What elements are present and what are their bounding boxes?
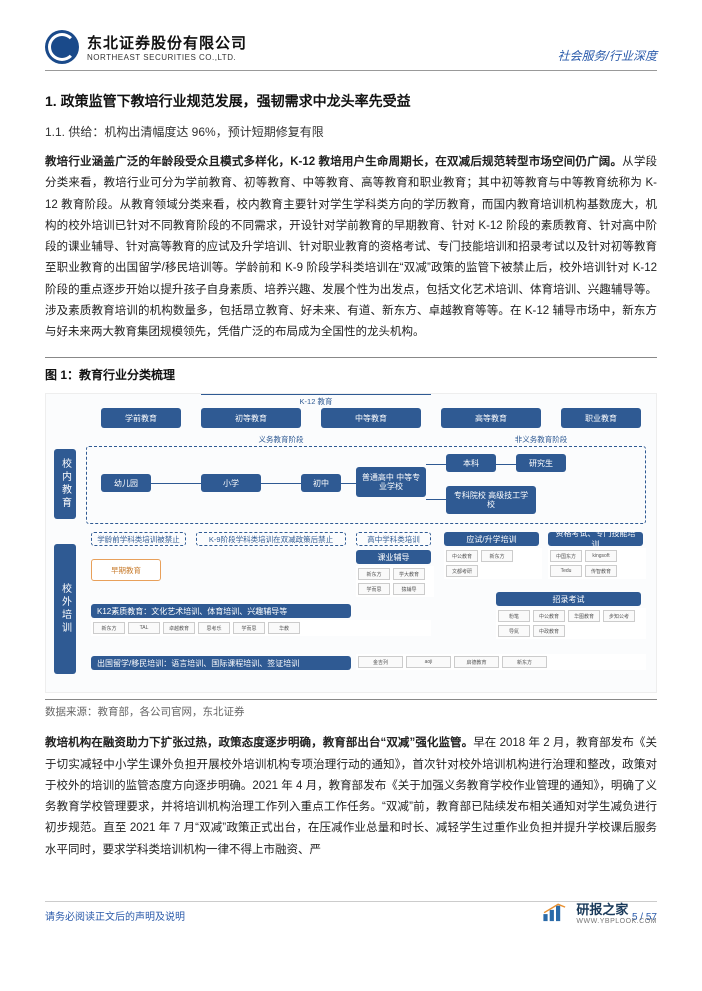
box-zige: 资格考试、专门技能培训 bbox=[548, 532, 643, 546]
para2-bold: 教培机构在融资助力下扩张过热，政策态度逐步明确，教育部出台“双减”强化监管。 bbox=[45, 737, 473, 749]
side-inschool: 校内教育 bbox=[54, 449, 76, 519]
bracket-yiwu: 义务教育阶段 bbox=[201, 434, 361, 445]
company-name-cn: 东北证券股份有限公司 bbox=[87, 32, 247, 53]
side-outschool: 校外培训 bbox=[54, 544, 76, 674]
brand: aoji bbox=[406, 656, 451, 668]
dash-preschool: 学龄前学科类培训被禁止 bbox=[91, 532, 186, 546]
brand: 新东方 bbox=[358, 568, 390, 580]
brands-yingshi: 中公教育 新东方 文都考研 bbox=[444, 548, 542, 579]
dash-high: 高中学科类培训 bbox=[356, 532, 431, 546]
brand: 中政教育 bbox=[533, 625, 565, 637]
footer-disclaimer: 请务必阅读正文后的声明及说明 bbox=[45, 908, 185, 923]
wm-en: WWW.YBPLOOK.COM bbox=[576, 918, 657, 925]
brands-zige: 中国东方 kingsoft Tedu 传智教育 bbox=[548, 548, 646, 579]
box-kindergarten: 幼儿园 bbox=[101, 474, 151, 492]
brand: 卓越教育 bbox=[163, 622, 195, 634]
brand: 学而思 bbox=[233, 622, 265, 634]
page-header: 东北证券股份有限公司 NORTHEAST SECURITIES CO.,LTD.… bbox=[45, 30, 657, 71]
brand: 学而思 bbox=[358, 583, 390, 595]
logo-icon bbox=[45, 30, 79, 64]
para1-bold: 教培行业涵盖广泛的年龄段受众且模式多样化，K-12 教培用户生命周期长，在双减后… bbox=[45, 156, 622, 168]
diagram: K-12 教育 学前教育 初等教育 中等教育 高等教育 职业教育 义务教育阶段 … bbox=[45, 393, 657, 693]
arrow-2 bbox=[261, 483, 301, 484]
col-preschool: 学前教育 bbox=[101, 408, 181, 428]
brand: 学大教育 bbox=[393, 568, 425, 580]
box-liuxue: 出国留学/移民培训：语言培训、国际课程培训、签证培训 bbox=[91, 656, 351, 670]
box-liye: 课业辅导 bbox=[356, 550, 431, 564]
brand: 新东方 bbox=[502, 656, 547, 668]
brand: Tedu bbox=[550, 565, 582, 577]
brands-k12sz: 新东方 TAL 卓越教育 思考乐 学而思 华教 bbox=[91, 620, 431, 636]
arrow-3 bbox=[341, 483, 356, 484]
brand: 华教 bbox=[268, 622, 300, 634]
arrow-1 bbox=[151, 483, 201, 484]
figure-title: 图 1：教育行业分类梳理 bbox=[45, 357, 657, 383]
box-grad: 研究生 bbox=[516, 454, 566, 472]
brand: 猿辅导 bbox=[393, 583, 425, 595]
figure-source: 数据来源：教育部，各公司官网，东北证券 bbox=[45, 699, 657, 719]
bracket-k12: K-12 教育 bbox=[201, 394, 431, 407]
brand: 金吉列 bbox=[358, 656, 403, 668]
arrow-6 bbox=[426, 499, 446, 500]
paragraph-2: 教培机构在融资助力下扩张过热，政策态度逐步明确，教育部出台“双减”强化监管。早在… bbox=[45, 733, 657, 861]
brand: 华图教育 bbox=[568, 610, 600, 622]
brand: 文都考研 bbox=[446, 565, 478, 577]
brand: 中公教育 bbox=[446, 550, 478, 562]
watermark: 研报之家 WWW.YBPLOOK.COM bbox=[542, 899, 657, 925]
box-zhaolu: 招录考试 bbox=[496, 592, 641, 606]
brand: 传智教育 bbox=[585, 565, 617, 577]
brand: 步知公考 bbox=[603, 610, 635, 622]
box-undergrad: 本科 bbox=[446, 454, 496, 472]
brand: 新东方 bbox=[481, 550, 513, 562]
brand: 新东方 bbox=[93, 622, 125, 634]
company-name-en: NORTHEAST SECURITIES CO.,LTD. bbox=[87, 53, 247, 62]
box-high: 普通高中 中等专业学校 bbox=[356, 467, 426, 497]
col-primary: 初等教育 bbox=[201, 408, 301, 428]
chart-icon bbox=[542, 901, 570, 923]
arrow-4 bbox=[426, 464, 446, 465]
brand: 导氮 bbox=[498, 625, 530, 637]
brands-liuxue: 金吉列 aoji 启德教育 新东方 bbox=[356, 654, 646, 670]
box-early: 早期教育 bbox=[91, 559, 161, 581]
box-k12sz: K12素质教育：文化艺术培训、体育培训、兴趣辅导等 bbox=[91, 604, 351, 618]
box-yingshi: 应试/升学培训 bbox=[444, 532, 539, 546]
box-primary: 小学 bbox=[201, 474, 261, 492]
brand: 粉笔 bbox=[498, 610, 530, 622]
paragraph-1: 教培行业涵盖广泛的年龄段受众且模式多样化，K-12 教培用户生命周期长，在双减后… bbox=[45, 152, 657, 343]
wm-cn: 研报之家 bbox=[576, 899, 657, 918]
section-h1: 1. 政策监管下教培行业规范发展，强韧需求中龙头率先受益 bbox=[45, 91, 657, 111]
col-higher: 高等教育 bbox=[441, 408, 541, 428]
brand: 中国东方 bbox=[550, 550, 582, 562]
section-h2: 1.1. 供给：机构出清幅度达 96%，预计短期修复有限 bbox=[45, 123, 657, 140]
arrow-5 bbox=[496, 464, 516, 465]
para2-text: 早在 2018 年 2 月，教育部发布《关于切实减轻中小学生课外负担开展校外培训… bbox=[45, 737, 657, 855]
dash-k9: K-9阶段学科类培训在双减政策后禁止 bbox=[196, 532, 346, 546]
brand: 启德教育 bbox=[454, 656, 499, 668]
doc-category: 社会服务/行业深度 bbox=[558, 47, 657, 64]
para1-text: 从学段分类来看，教培行业可分为学前教育、初等教育、中等教育、高等教育和职业教育；… bbox=[45, 156, 657, 338]
brand: kingsoft bbox=[585, 550, 617, 562]
box-middle: 初中 bbox=[301, 474, 341, 492]
col-vocational: 职业教育 bbox=[561, 408, 641, 428]
col-secondary: 中等教育 bbox=[321, 408, 421, 428]
logo-block: 东北证券股份有限公司 NORTHEAST SECURITIES CO.,LTD. bbox=[45, 30, 247, 64]
brand: 中公教育 bbox=[533, 610, 565, 622]
bracket-fyw: 非义务教育阶段 bbox=[441, 434, 641, 445]
brand: TAL bbox=[128, 622, 160, 634]
box-college: 专科院校 高级技工学校 bbox=[446, 486, 536, 514]
brands-liye: 新东方 学大教育 学而思 猿辅导 bbox=[356, 566, 434, 597]
brands-zhaolu: 粉笔 中公教育 华图教育 步知公考 导氮 中政教育 bbox=[496, 608, 646, 639]
brand: 思考乐 bbox=[198, 622, 230, 634]
